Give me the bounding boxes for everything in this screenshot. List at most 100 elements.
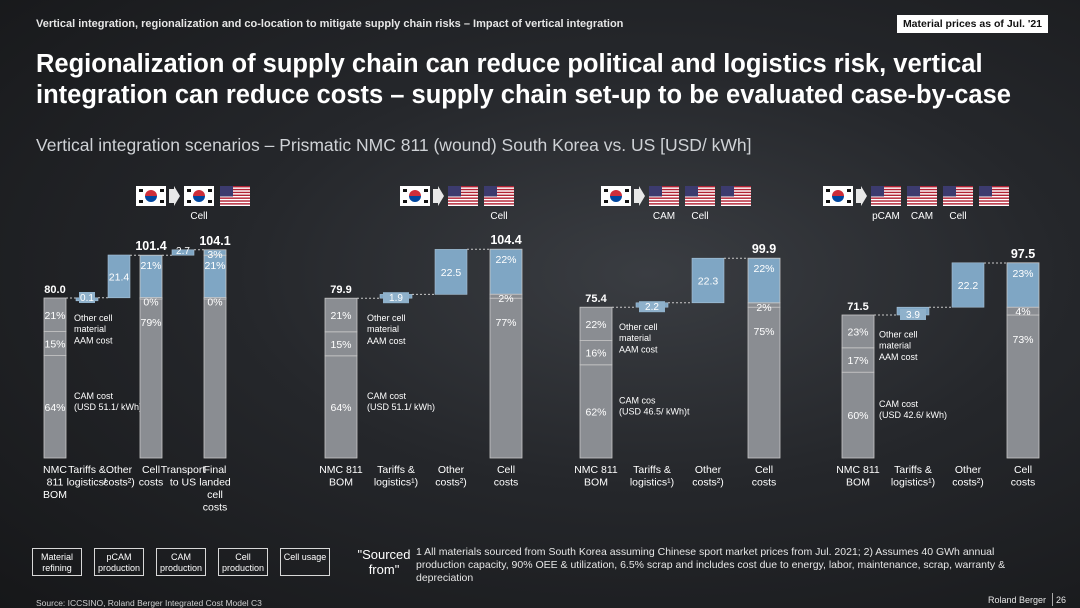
chart3-category-label: logistics¹) (630, 477, 674, 489)
legend-box-material-refining: Material refining (32, 548, 82, 576)
chart3-flag-us-icon-stripe (721, 194, 751, 197)
chart2-flag-us-icon-canton (448, 186, 461, 197)
page-number: 26 (1055, 595, 1066, 605)
chart3-category-label: NMC 811 (574, 464, 618, 476)
chart4-flag-us-icon-stripe (871, 188, 901, 191)
chart4-flag-us-icon-stripe (907, 197, 937, 199)
chart4-flag-us-icon-stripe (979, 191, 1009, 194)
chart3-bom-desc: (USD 46.5/ kWh)t (619, 406, 690, 416)
chart3-delta-tag (639, 301, 665, 313)
chart1-flag-south-korea-icon-trigram (208, 189, 212, 192)
chart3-total-share-label: 2% (756, 302, 771, 314)
chart2-bom-desc: CAM cost (367, 391, 407, 401)
chart2-category-label: logistics¹) (374, 477, 418, 489)
chart4-flag-us-icon-stripe (943, 186, 973, 188)
chart3-delta-value: 22.3 (698, 276, 719, 288)
chart2-arrow-icon (433, 186, 444, 206)
chart4-category-label: NMC 811 (836, 464, 880, 476)
chart3-delta-value: 2.2 (645, 302, 659, 313)
chart3-flag-south-korea-icon-red (610, 190, 622, 196)
chart3-flag-us-icon-stripe (649, 186, 679, 188)
chart4-flag-us-icon-stripe (943, 203, 973, 205)
chart3-flag-us-icon-stripe (721, 191, 751, 194)
page-title: Regionalization of supply chain can redu… (36, 50, 1011, 109)
chart3-flag-us-icon-stripe (721, 200, 751, 202)
chart4-flag-us-icon-stripe (907, 194, 937, 197)
chart2-bom-segment (324, 331, 358, 357)
chart1-delta-bar (171, 249, 195, 256)
chart2-total-value: 104.4 (490, 233, 521, 247)
chart3-bom-desc: Other cell (619, 322, 658, 332)
chart2-delta-tag (383, 292, 409, 304)
chart4-flag-us-icon-stripe (979, 194, 1009, 197)
chart4-flag-us-icon-stripe (979, 203, 1009, 205)
chart2-bom-segment (324, 355, 358, 459)
chart4-flag-us-icon-stripe (871, 191, 901, 194)
chart4-bom-desc: CAM cost (879, 399, 919, 409)
chart2-flag-south-korea-icon-red (409, 190, 421, 196)
chart3-flag-us-icon-canton (721, 186, 734, 197)
chart2-flag-us-icon-stripe (448, 186, 478, 188)
chart1-flag-south-korea-icon (184, 186, 214, 206)
chart2-flag-us-icon-stripe (448, 200, 478, 202)
chart4-bom-segment (841, 314, 875, 349)
chart2-flag-us-icon-stripe (448, 188, 478, 191)
chart2-bom-desc: AAM cost (367, 336, 406, 346)
chart1-total-value: 104.1 (199, 234, 230, 248)
chart3-category-label: Cell (755, 464, 773, 476)
chart4-bom-desc: material (879, 340, 911, 350)
chart1-bom-share-label: 64% (44, 402, 65, 414)
legend-box-pcam-production: pCAM production (94, 548, 144, 576)
chart4-flag-us-icon-stripe (979, 186, 1009, 188)
chart1-category-label: costs²) (103, 477, 135, 489)
chart2-flag-label: Cell (490, 211, 507, 222)
chart4-bom-desc: Other cell (879, 329, 918, 339)
chart4-flag-us-icon-stripe (979, 197, 1009, 199)
chart3-category-label: Other (695, 464, 722, 476)
chart3-flag-us-icon-stripe (649, 188, 679, 191)
chart4-flag-us-icon-stripe (907, 186, 937, 188)
chart4-flag-south-korea-icon-trigram (826, 200, 830, 203)
chart4-category-label: Cell (1014, 464, 1032, 476)
source-note: Source: ICCSINO, Roland Berger Integrate… (36, 598, 262, 608)
chart2-flag-us-icon-stripe (484, 197, 514, 199)
chart4-flag-south-korea-icon-blue (832, 196, 844, 202)
chart4-flag-us-icon-stripe (907, 200, 937, 202)
chart1-flag-us-icon-stripe (220, 203, 250, 205)
chart1-category-label: BOM (43, 489, 67, 501)
chart1-subtotal-share-label: 0% (143, 297, 158, 309)
chart4-flag-south-korea-icon-red (832, 190, 844, 196)
chart3-flag-us-icon-stripe (685, 186, 715, 188)
chart3-bom-segment (579, 306, 613, 342)
chart3-flag-us-icon-stripe (721, 197, 751, 199)
chart2-total-share-label: 22% (495, 254, 516, 266)
chart4-delta-value: 3.9 (906, 310, 920, 321)
chart4-flag-us-icon-stripe (943, 191, 973, 194)
chart3-bom-desc: AAM cost (619, 345, 658, 355)
chart2-flag-south-korea-icon-trigram (403, 189, 407, 192)
chart4-flag-us-icon-stripe (907, 188, 937, 191)
chart2-category-label: costs (494, 477, 519, 489)
chart2-flag-us-icon-stripe (448, 194, 478, 197)
chart3-flag-us-icon (721, 186, 751, 206)
chart1-flag-south-korea-icon-red (193, 190, 205, 196)
chart3-bom-segment (579, 364, 613, 459)
chart1-category-label: 811 (47, 477, 64, 489)
chart1-delta-value: 2.7 (176, 246, 190, 257)
chart4-flag-us-icon-stripe (943, 194, 973, 197)
chart2-flag-us-icon-stripe (484, 188, 514, 191)
chart1-flag-south-korea-icon-trigram (187, 189, 191, 192)
chart1-arrow-icon (169, 186, 180, 206)
chart3-flag-us-icon-stripe (721, 203, 751, 205)
chart3-flag-south-korea-icon-trigram (604, 200, 608, 203)
chart1-flag-label: Cell (190, 211, 207, 222)
chart2-flag-south-korea-icon-trigram (424, 189, 428, 192)
chart1-flag-us-icon-stripe (220, 194, 250, 197)
chart2-category-label: costs²) (435, 477, 467, 489)
chart4-flag-south-korea-icon-trigram (847, 200, 851, 203)
chart4-category-label: Tariffs & (894, 464, 932, 476)
chart1-total-share-label: 0% (207, 297, 222, 309)
chart3-flag-us-icon-stripe (649, 203, 679, 205)
chart2-flag-south-korea-icon-trigram (424, 200, 428, 203)
chart3-flag-south-korea-icon-blue (610, 196, 622, 202)
